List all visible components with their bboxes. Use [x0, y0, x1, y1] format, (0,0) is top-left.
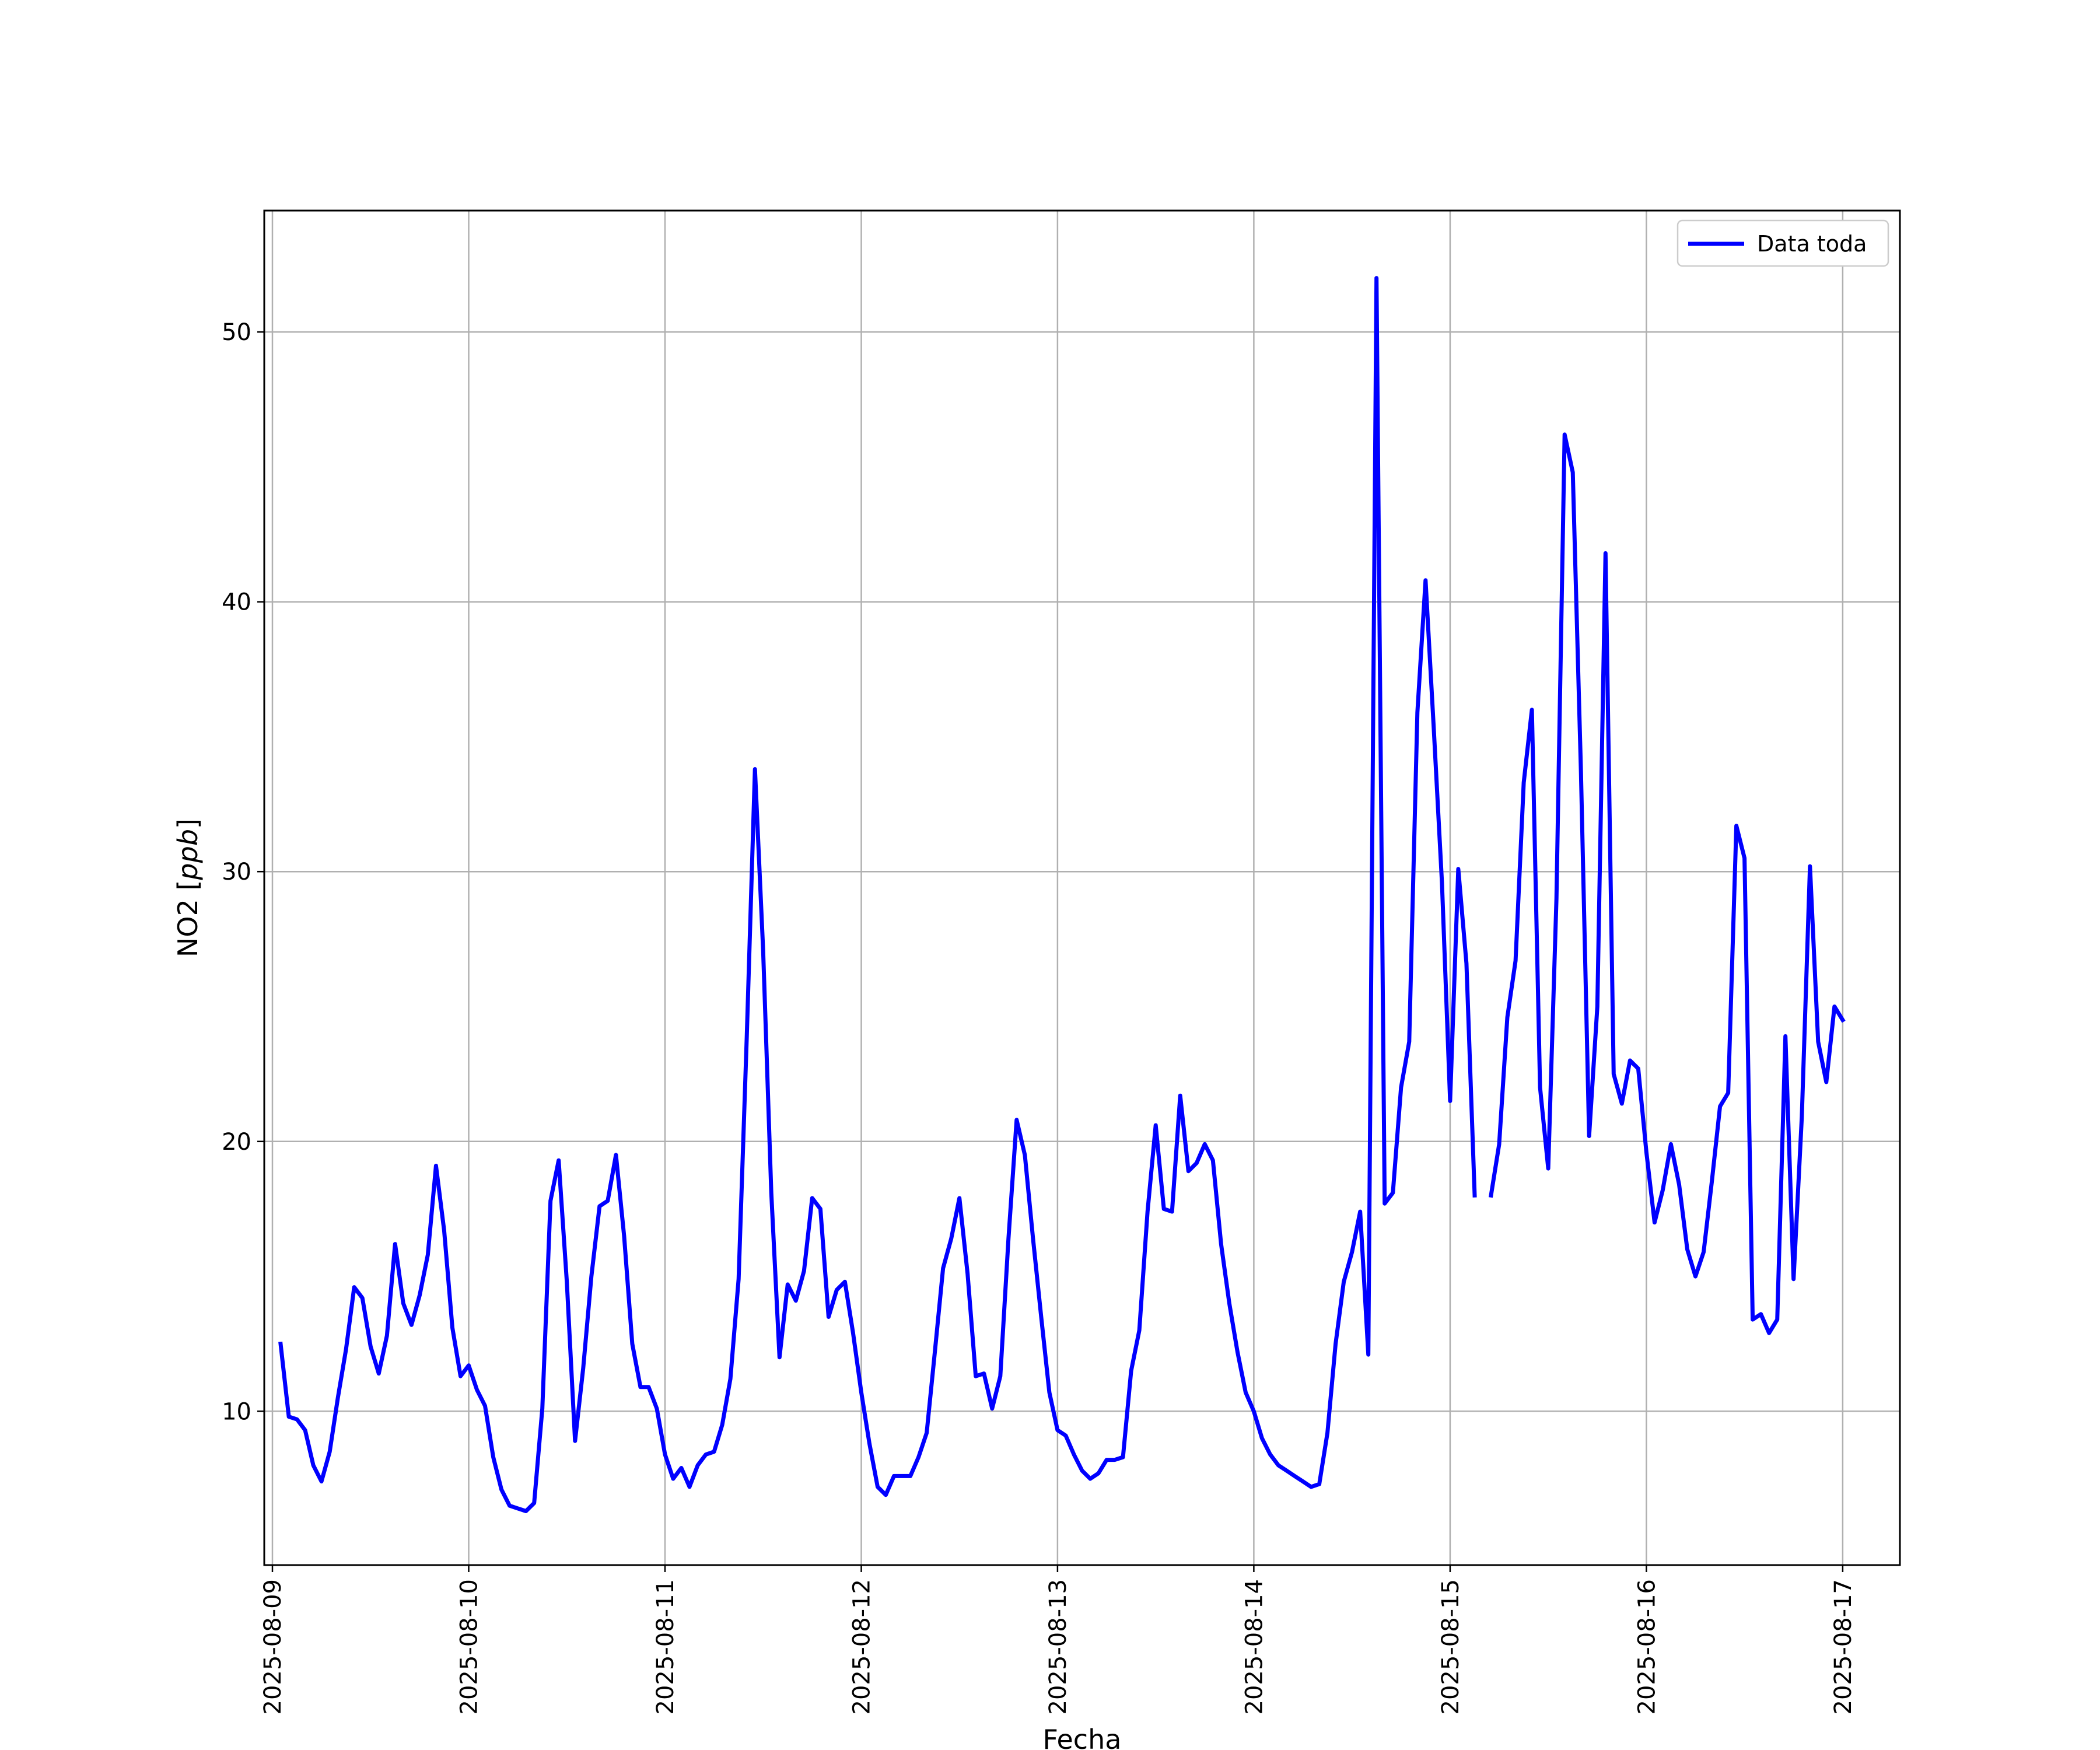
y-tick-label: 20: [222, 1129, 251, 1156]
grid-layer: [264, 211, 1900, 1565]
legend-box: [1676, 219, 1889, 267]
y-axis-label-unit: ppb: [172, 829, 204, 881]
plot-frame: [263, 209, 1901, 1566]
y-tick-label: 50: [222, 319, 251, 346]
y-axis-label-main: NO2 [: [172, 880, 204, 957]
tick-layer: 10 20 30 40 50 2025-08-09 2025-08-10 2025-08-11…: [222, 319, 1857, 1714]
y-axis-label: NO2 [ppb]: [172, 818, 204, 957]
legend: Data toda: [1676, 219, 1889, 267]
x-tick-label: 2025-08-15: [1437, 1579, 1464, 1714]
x-tick-label: 2025-08-16: [1633, 1579, 1660, 1714]
y-tick-label: 30: [222, 859, 251, 886]
series-layer: [278, 276, 1846, 1513]
x-tick-label: 2025-08-10: [456, 1579, 483, 1714]
y-tick-label: 10: [222, 1398, 251, 1425]
y-axis-label-end: ]: [172, 818, 204, 829]
x-tick-label: 2025-08-12: [849, 1579, 876, 1714]
x-axis-label: Fecha: [1043, 1724, 1122, 1750]
y-tick-label: 40: [222, 589, 251, 616]
x-tick-label: 2025-08-14: [1241, 1579, 1268, 1714]
series-line-0: [278, 276, 1846, 1513]
x-tick-label: 2025-08-13: [1045, 1579, 1072, 1714]
legend-label: Data toda: [1757, 231, 1867, 257]
x-tick-label: 2025-08-17: [1830, 1579, 1857, 1714]
x-tick-label: 2025-08-09: [260, 1579, 286, 1714]
x-tick-label: 2025-08-11: [652, 1579, 679, 1714]
